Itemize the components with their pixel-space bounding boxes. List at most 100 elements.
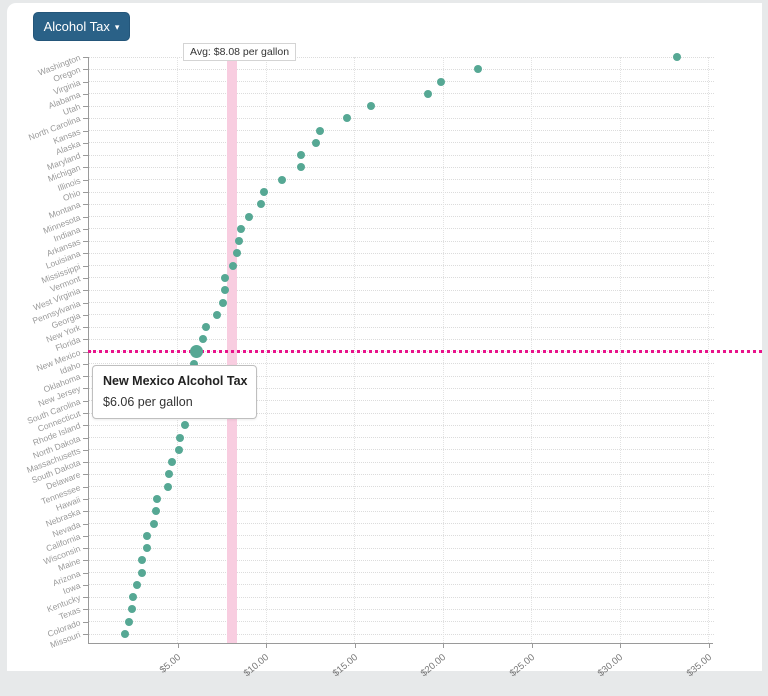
y-axis-tick — [83, 106, 88, 108]
x-axis-label: $30.00 — [595, 652, 626, 680]
data-point-pennsylvania[interactable] — [219, 298, 228, 307]
x-axis-tick — [177, 643, 179, 648]
y-axis-tick — [83, 376, 88, 378]
data-point-georgia[interactable] — [213, 310, 222, 319]
data-point-nevada[interactable] — [149, 519, 158, 528]
chevron-down-icon: ▾ — [114, 22, 120, 32]
data-point-vermont[interactable] — [221, 273, 230, 282]
x-axis-tick — [443, 643, 444, 648]
data-point-kansas[interactable] — [315, 126, 324, 135]
y-axis-tick — [83, 179, 88, 181]
data-point-florida[interactable] — [198, 335, 207, 344]
data-point-michigan[interactable] — [296, 163, 305, 172]
data-point-california[interactable] — [143, 531, 152, 540]
y-axis-tick — [83, 302, 88, 304]
data-point-ohio[interactable] — [259, 188, 268, 197]
data-point-washington[interactable] — [672, 53, 681, 61]
y-axis-tick — [83, 130, 88, 132]
data-point-massachusetts[interactable] — [174, 445, 183, 454]
x-axis-label: $20.00 — [418, 652, 449, 680]
data-point-oregon[interactable] — [473, 65, 482, 74]
data-point-indiana[interactable] — [236, 224, 245, 233]
data-point-maine[interactable] — [138, 556, 147, 565]
y-axis-tick — [83, 81, 88, 83]
y-axis-tick — [83, 474, 88, 476]
data-point-mississippi[interactable] — [228, 261, 237, 270]
gridline-row — [88, 510, 714, 512]
y-axis-tick — [83, 204, 88, 206]
y-axis-tick — [83, 93, 88, 95]
y-axis-tick — [83, 216, 88, 218]
data-point-south-dakota[interactable] — [168, 458, 177, 467]
gridline-row — [88, 142, 714, 144]
gridline-row — [88, 166, 714, 168]
data-point-montana[interactable] — [257, 200, 266, 209]
y-axis-tick — [83, 327, 88, 329]
gridline-row — [88, 473, 714, 475]
y-axis-tick — [83, 253, 88, 255]
gridline-row — [88, 375, 714, 377]
data-point-colorado[interactable] — [125, 617, 134, 626]
y-axis-tick — [83, 523, 88, 525]
metric-dropdown-button[interactable]: Alcohol Tax ▾ — [33, 12, 130, 41]
y-axis-tick — [83, 548, 88, 550]
data-point-delaware[interactable] — [164, 470, 173, 479]
gridline-row — [88, 277, 714, 279]
data-point-virginia[interactable] — [437, 77, 446, 86]
gridline-row — [88, 130, 714, 132]
y-axis-tick — [83, 634, 88, 635]
gridline-row — [88, 461, 714, 463]
gridline-row — [88, 449, 714, 451]
y-axis-tick — [83, 277, 88, 279]
data-point-idaho[interactable] — [190, 359, 199, 368]
y-axis-tick — [83, 449, 88, 451]
y-axis-tick — [83, 486, 88, 488]
y-axis-tick — [83, 363, 88, 365]
data-point-texas[interactable] — [127, 605, 136, 614]
y-axis-tick — [83, 462, 88, 464]
data-point-west-virginia[interactable] — [220, 286, 229, 295]
y-axis-tick — [83, 413, 88, 415]
x-axis-tick — [266, 643, 267, 648]
gridline-row — [88, 117, 714, 119]
y-axis-tick — [83, 535, 88, 537]
data-point-new-mexico[interactable] — [189, 345, 203, 359]
gridline-row — [88, 400, 714, 402]
data-point-minnesota[interactable] — [245, 212, 253, 221]
data-point-alabama[interactable] — [423, 89, 432, 98]
y-axis-tick — [83, 241, 88, 243]
y-axis-tick — [83, 228, 88, 230]
data-point-rhode-island[interactable] — [180, 421, 189, 430]
data-point-louisiana[interactable] — [232, 249, 241, 258]
gridline-row — [88, 621, 714, 623]
data-point-new-york[interactable] — [202, 323, 211, 332]
data-point-hawaii[interactable] — [153, 494, 162, 503]
data-point-iowa[interactable] — [132, 580, 141, 589]
data-point-illinois[interactable] — [278, 175, 287, 184]
gridline-row — [88, 437, 714, 439]
data-point-nebraska[interactable] — [152, 507, 161, 516]
x-axis-tick — [354, 643, 356, 648]
data-point-maryland[interactable] — [296, 151, 305, 160]
x-axis-tick — [620, 643, 621, 648]
gridline-row — [88, 338, 714, 340]
data-point-north-dakota[interactable] — [176, 433, 185, 442]
gridline-row — [88, 216, 714, 218]
x-axis-label: $15.00 — [330, 652, 360, 680]
gridline-row — [88, 535, 714, 537]
data-point-alaska[interactable] — [311, 138, 320, 147]
data-point-kentucky[interactable] — [129, 593, 138, 602]
dot-plot: Avg: $8.08 per gallon New Mexico Alcohol… — [7, 3, 762, 679]
data-point-north-carolina[interactable] — [343, 114, 352, 123]
y-axis-tick — [83, 155, 88, 157]
data-point-arizona[interactable] — [137, 568, 146, 577]
gridline-row — [88, 387, 714, 389]
y-axis-tick — [83, 597, 88, 599]
gridline-row — [88, 240, 714, 242]
data-point-missouri[interactable] — [120, 630, 129, 638]
gridline-row — [88, 559, 714, 561]
data-point-wisconsin[interactable] — [142, 544, 151, 553]
data-point-utah[interactable] — [366, 102, 375, 111]
data-point-tennessee[interactable] — [163, 482, 172, 491]
data-point-arkansas[interactable] — [234, 237, 243, 246]
